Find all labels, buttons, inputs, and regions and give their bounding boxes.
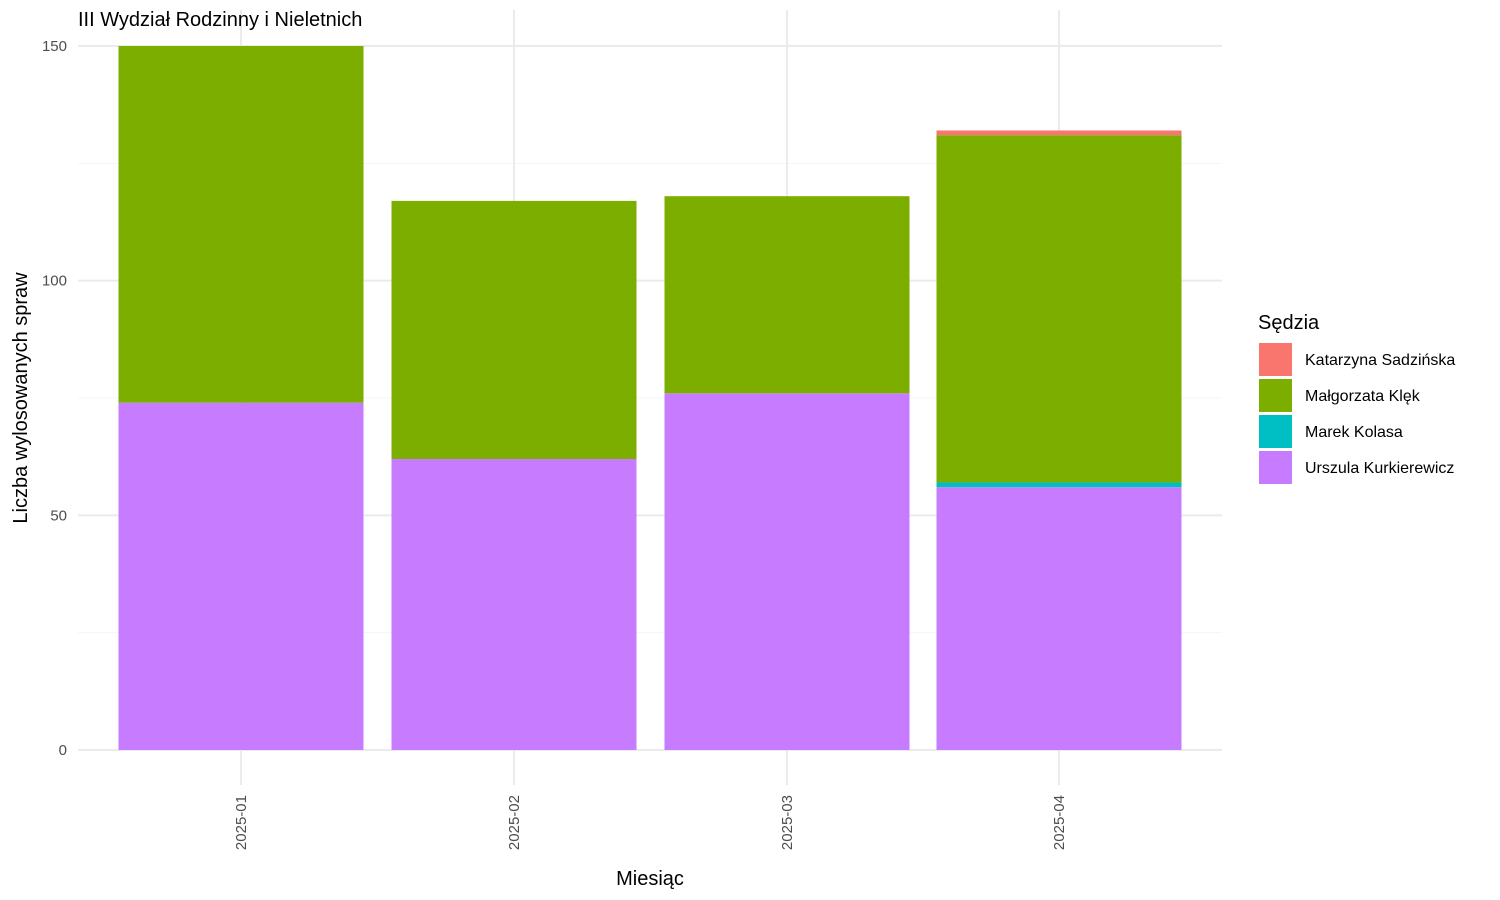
bar-segment — [391, 200, 637, 460]
chart-title: III Wydział Rodzinny i Nieletnich — [78, 9, 362, 31]
legend-label: Małgorzata Klęk — [1305, 388, 1421, 405]
y-tick-label: 50 — [50, 507, 67, 524]
bar-segment — [391, 459, 637, 750]
x-tick-label: 2025-01 — [233, 795, 250, 850]
x-axis-ticks: 2025-01 2025-02 2025-03 2025-04 — [233, 795, 1068, 850]
legend: Sędzia Katarzyna Sadzińska Małgorzata Klę… — [1258, 312, 1455, 484]
y-tick-label: 150 — [42, 38, 67, 55]
x-tick-label: 2025-04 — [1051, 795, 1068, 850]
bar-segment — [936, 482, 1182, 488]
legend-title: Sędzia — [1258, 312, 1320, 334]
bar-segment — [118, 402, 364, 750]
bar-segment — [936, 487, 1182, 750]
x-tick-label: 2025-02 — [506, 795, 523, 850]
bar-segment — [936, 130, 1182, 136]
y-tick-label: 100 — [42, 273, 67, 290]
bar-segment — [118, 46, 364, 403]
bar-segment — [664, 196, 910, 394]
x-axis-title: Miesiąc — [616, 868, 684, 890]
legend-label: Katarzyna Sadzińska — [1305, 352, 1455, 369]
bar-segment — [664, 393, 910, 750]
legend-label: Marek Kolasa — [1305, 424, 1403, 441]
bars — [118, 46, 1182, 750]
legend-swatch — [1259, 415, 1292, 448]
legend-swatch — [1259, 379, 1292, 412]
y-axis-title: Liczba wylosowanych spraw — [10, 272, 32, 524]
y-tick-label: 0 — [59, 742, 67, 759]
y-axis-ticks: 0 50 100 150 — [42, 38, 67, 759]
legend-label: Urszula Kurkierewicz — [1305, 460, 1454, 477]
legend-swatch — [1259, 451, 1292, 484]
bar-segment — [936, 135, 1182, 483]
x-tick-label: 2025-03 — [779, 795, 796, 850]
legend-swatch — [1259, 343, 1292, 376]
